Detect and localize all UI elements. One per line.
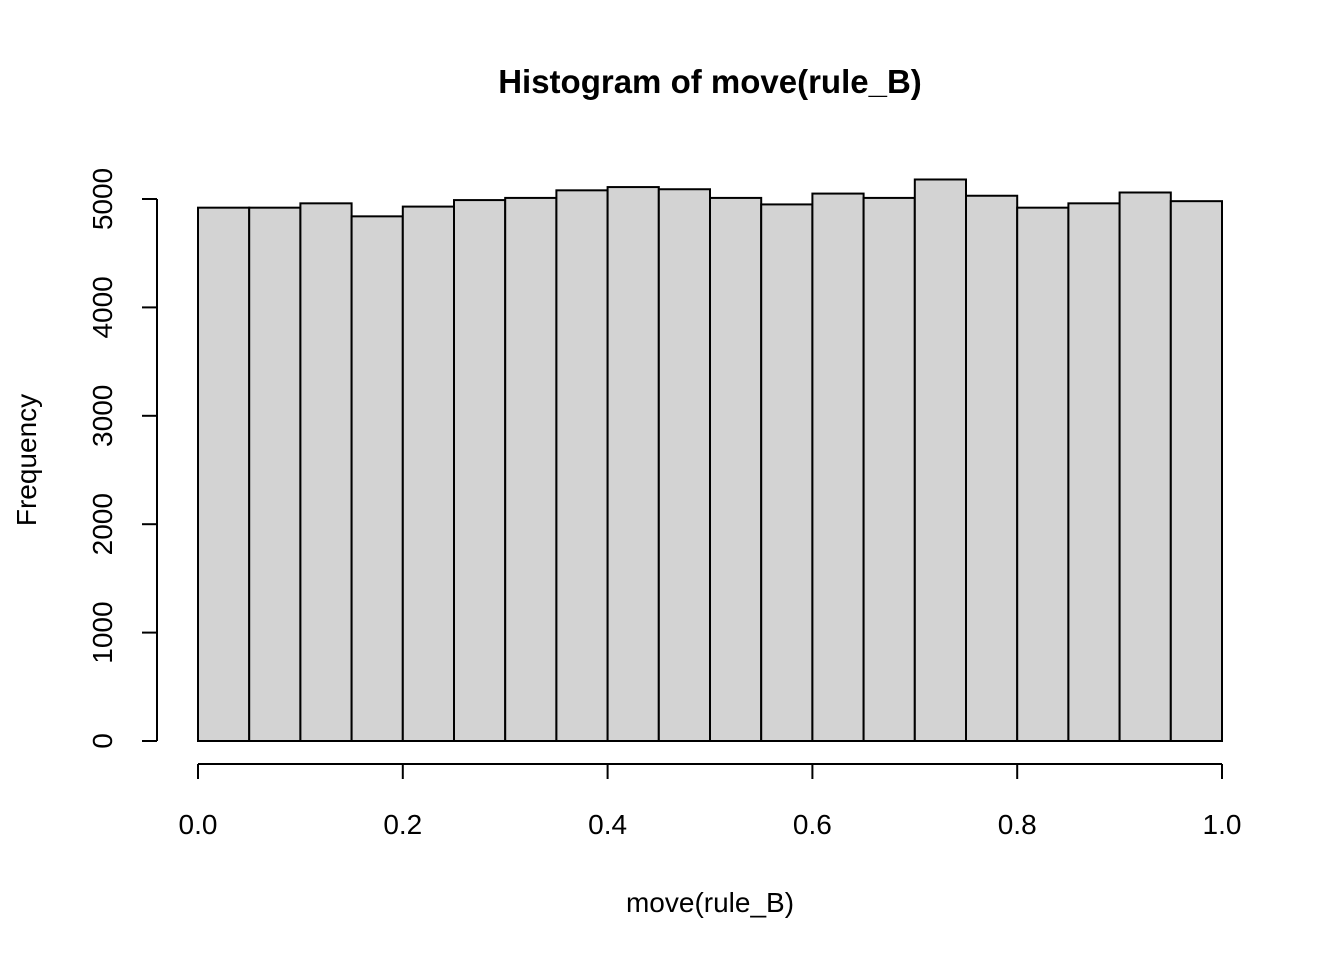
x-axis-label: move(rule_B) — [626, 887, 794, 918]
y-tick-label: 1000 — [87, 601, 118, 663]
y-axis-label: Frequency — [11, 394, 42, 526]
histogram-bar — [657, 188, 711, 742]
x-tick-label: 0.8 — [998, 809, 1037, 840]
histogram-bar — [555, 189, 609, 742]
histogram-bar — [913, 178, 967, 743]
histogram-bar — [453, 199, 507, 743]
y-tick-label: 2000 — [87, 493, 118, 555]
y-axis: 0 1000 2000 3000 4000 5000 — [87, 168, 158, 749]
histogram-bar — [1118, 191, 1172, 743]
histogram-bar — [709, 196, 763, 742]
histogram-bar — [248, 206, 302, 742]
histogram-bar — [350, 215, 404, 742]
bars-group — [197, 178, 1224, 743]
y-tick-label: 0 — [87, 733, 118, 749]
histogram-bar — [1067, 202, 1121, 742]
x-tick-label: 1.0 — [1203, 809, 1242, 840]
y-tick-label: 3000 — [87, 385, 118, 447]
x-tick-label: 0.2 — [383, 809, 422, 840]
histogram-bar — [401, 205, 455, 742]
x-tick-label: 0.0 — [179, 809, 218, 840]
histogram-bar — [299, 202, 353, 742]
histogram-bar — [1016, 206, 1070, 742]
x-tick-label: 0.4 — [588, 809, 627, 840]
x-tick-label: 0.6 — [793, 809, 832, 840]
y-tick-label: 5000 — [87, 168, 118, 230]
histogram-bar — [606, 186, 660, 743]
histogram-bar — [197, 206, 251, 742]
histogram-bar — [504, 196, 558, 742]
histogram-bar — [811, 192, 865, 742]
histogram-bar — [862, 196, 916, 742]
histogram-bar — [1169, 200, 1224, 742]
histogram-bar — [965, 194, 1019, 743]
chart-title: Histogram of move(rule_B) — [498, 63, 922, 100]
x-axis: 0.0 0.2 0.4 0.6 0.8 1.0 — [179, 763, 1242, 840]
y-tick-label: 4000 — [87, 276, 118, 338]
histogram-bar — [760, 203, 814, 743]
